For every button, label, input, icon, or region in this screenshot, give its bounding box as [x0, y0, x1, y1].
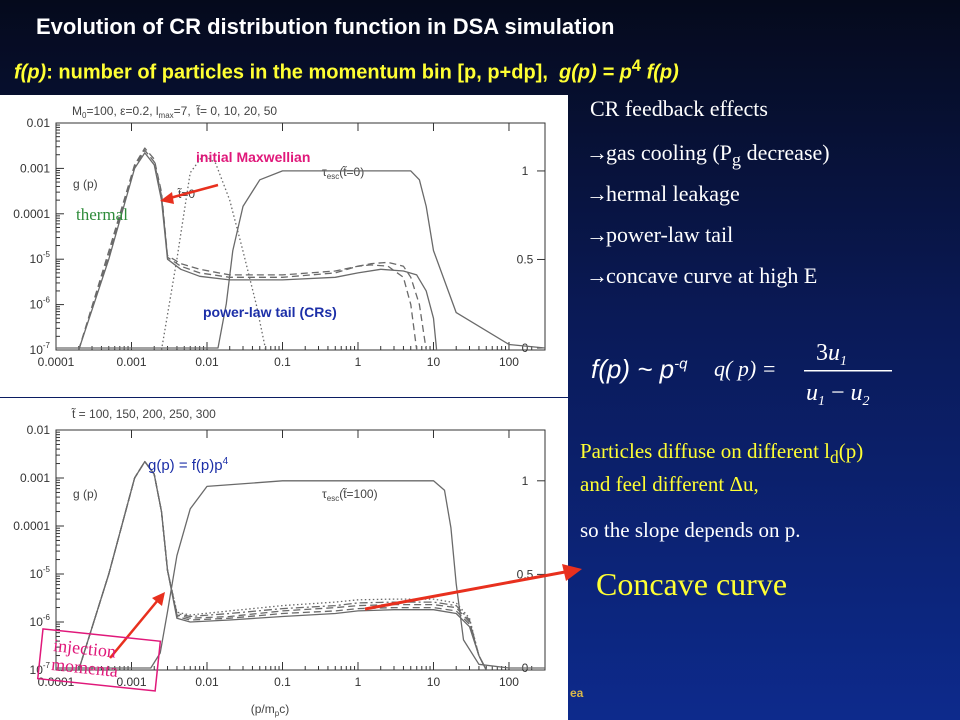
series-line: [78, 460, 487, 670]
series-line: [160, 154, 267, 350]
plot-frame: [55, 122, 546, 351]
arrow-icon: →: [586, 263, 608, 288]
arrow-icon: →: [586, 140, 608, 165]
x-tick-label: 0.001: [116, 675, 146, 689]
bottom-xlabel: (p/mpc): [251, 702, 289, 718]
y-tick-label: 0.0001: [13, 519, 50, 533]
feedback-heading: CR feedback effects: [590, 96, 768, 121]
fraction-bar: [804, 370, 892, 372]
x-tick-label: 0.1: [274, 355, 291, 369]
y-tick-label: 0.001: [20, 471, 50, 485]
feedback-item-concave: →concave curve at high E: [586, 255, 830, 296]
y-tick-label: 0.01: [27, 423, 51, 437]
x-tick-label: 0.01: [195, 675, 219, 689]
x-tick-label: 0.001: [116, 355, 146, 369]
x-tick-label: 100: [499, 675, 519, 689]
plot-panel-top: 0.0001 0.001 0.01 0.1 1 10 100 0.01 0.001 0.0001 1…: [0, 95, 568, 397]
subtitle-fp2: f(p): [646, 61, 679, 84]
series-line: [78, 460, 487, 670]
chart-top: 0.0001 0.001 0.01 0.1 1 10 1000.010.0010.00011…: [13, 103, 546, 369]
explanation-slope: so the slope depends on p.: [580, 518, 801, 542]
y-tick-label: 10-6: [30, 613, 51, 629]
right-tick-label: 1: [522, 474, 529, 488]
y-tick-label: 0.0001: [13, 207, 50, 221]
y-tick-label: 10-5: [30, 250, 51, 266]
y-tick-label: 0.01: [27, 116, 51, 130]
feedback-item-gas-cooling: →gas cooling (Pg decrease): [586, 132, 830, 173]
series-line: [56, 170, 545, 349]
bottom-tau-label: τesc(t̃=100): [322, 486, 378, 503]
plot-frame: [55, 429, 546, 671]
subtitle-exp: 4: [631, 56, 642, 75]
right-tick-label: 0.5: [517, 252, 534, 266]
top-curve-label: g (p): [73, 177, 98, 191]
right-tick-label: 0.5: [517, 567, 534, 581]
x-tick-label: 100: [499, 355, 519, 369]
x-tick-label: 1: [355, 355, 362, 369]
top-header: M0=100, ε=0.2, lmax=7, t̃= 0, 10, 20, 50: [72, 103, 277, 120]
x-tick-label: 10: [427, 675, 441, 689]
subtitle-desc: : number of particles in the momentum bi…: [46, 61, 548, 84]
q-equation: q( p) = 3u1 u1− u2: [714, 340, 892, 409]
feedback-item-power-law: →power-law tail: [586, 214, 830, 255]
series-line: [78, 460, 487, 670]
right-tick-label: 0: [522, 341, 529, 355]
y-tick-label: 10-6: [30, 296, 51, 312]
explanation-particles: Particles diffuse on different ld(p) and…: [580, 439, 864, 497]
chart-bottom: 0.0001 0.001 0.01 0.1 1 10 100 0.01 0.001 0.0001 1…: [13, 406, 546, 718]
feedback-item-thermal-leakage: →hermal leakage: [586, 173, 830, 214]
series-line: [78, 147, 422, 350]
right-tick-label: 1: [522, 164, 529, 178]
x-tick-label: 0.0001: [38, 355, 75, 369]
bottom-header: t̃ = 100, 150, 200, 250, 300: [71, 406, 217, 421]
arrow-icon: →: [586, 222, 608, 247]
subtitle-fp: f(p): [14, 61, 47, 84]
x-tick-label: 0.1: [274, 675, 291, 689]
y-tick-label: 10-5: [30, 565, 51, 581]
feedback-list: CR feedback effects →gas cooling (Pg dec…: [586, 96, 830, 296]
x-tick-label: 1: [355, 675, 362, 689]
footer-fragment: ea: [570, 686, 584, 700]
top-tau-label: τesc(t̃=0): [322, 164, 364, 181]
slide-title: Evolution of CR distribution function in…: [36, 14, 615, 39]
q-denominator: u1− u2: [806, 380, 870, 409]
powerlaw-formula: f(p) ~ p-q: [591, 354, 688, 384]
q-numerator: 3u1: [816, 340, 847, 369]
bottom-curve-label: g (p): [73, 487, 98, 501]
y-tick-label: 0.001: [20, 161, 50, 175]
q-lhs: q( p) =: [714, 356, 777, 381]
subtitle-gp: g(p) = p: [559, 61, 632, 84]
y-tick-label: 10-7: [30, 341, 51, 357]
slide-subtitle: f(p): number of particles in the momentu…: [14, 56, 679, 85]
series-line: [78, 460, 487, 670]
x-tick-label: 0.0001: [38, 675, 75, 689]
series-line: [56, 480, 545, 669]
plot-panel-bottom: 0.0001 0.001 0.01 0.1 1 10 100 0.01 0.001 0.0001 1…: [0, 398, 568, 720]
series-line: [78, 152, 440, 350]
series-line: [78, 460, 487, 670]
arrow-icon: →: [586, 181, 608, 206]
x-tick-label: 10: [427, 355, 441, 369]
series-line: [78, 149, 430, 350]
x-tick-label: 0.01: [195, 355, 219, 369]
concave-label: Concave curve: [596, 566, 788, 602]
